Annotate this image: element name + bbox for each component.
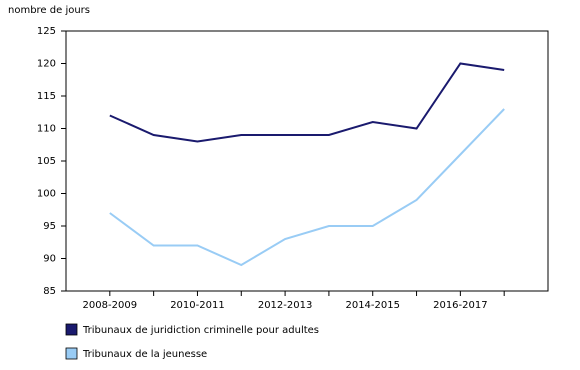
plot-frame [65,30,549,292]
x-tick-label: 2010-2011 [170,300,225,311]
y-tick-label: 105 [37,156,56,167]
series-line [109,62,505,143]
legend-swatch [65,323,78,336]
y-tick-label: 95 [43,221,56,232]
series-line [109,108,505,267]
y-tick-label: 120 [37,59,56,70]
y-tick-label: 100 [37,189,56,200]
x-tick-label: 2016-2017 [433,300,488,311]
y-tick-label: 85 [43,286,56,297]
x-tick-label: 2014-2015 [345,300,400,311]
legend-label: Tribunaux de juridiction criminelle pour… [82,325,319,336]
y-axis-label: nombre de jours [8,5,90,16]
x-tick-label: 2008-2009 [83,300,138,311]
y-tick-label: 90 [43,254,56,265]
legend-swatch [65,347,78,360]
y-tick-label: 115 [37,91,56,102]
y-tick-label: 125 [37,26,56,37]
y-tick-label: 110 [37,124,56,135]
x-tick-label: 2012-2013 [258,300,313,311]
legend-label: Tribunaux de la jeunesse [82,349,207,360]
